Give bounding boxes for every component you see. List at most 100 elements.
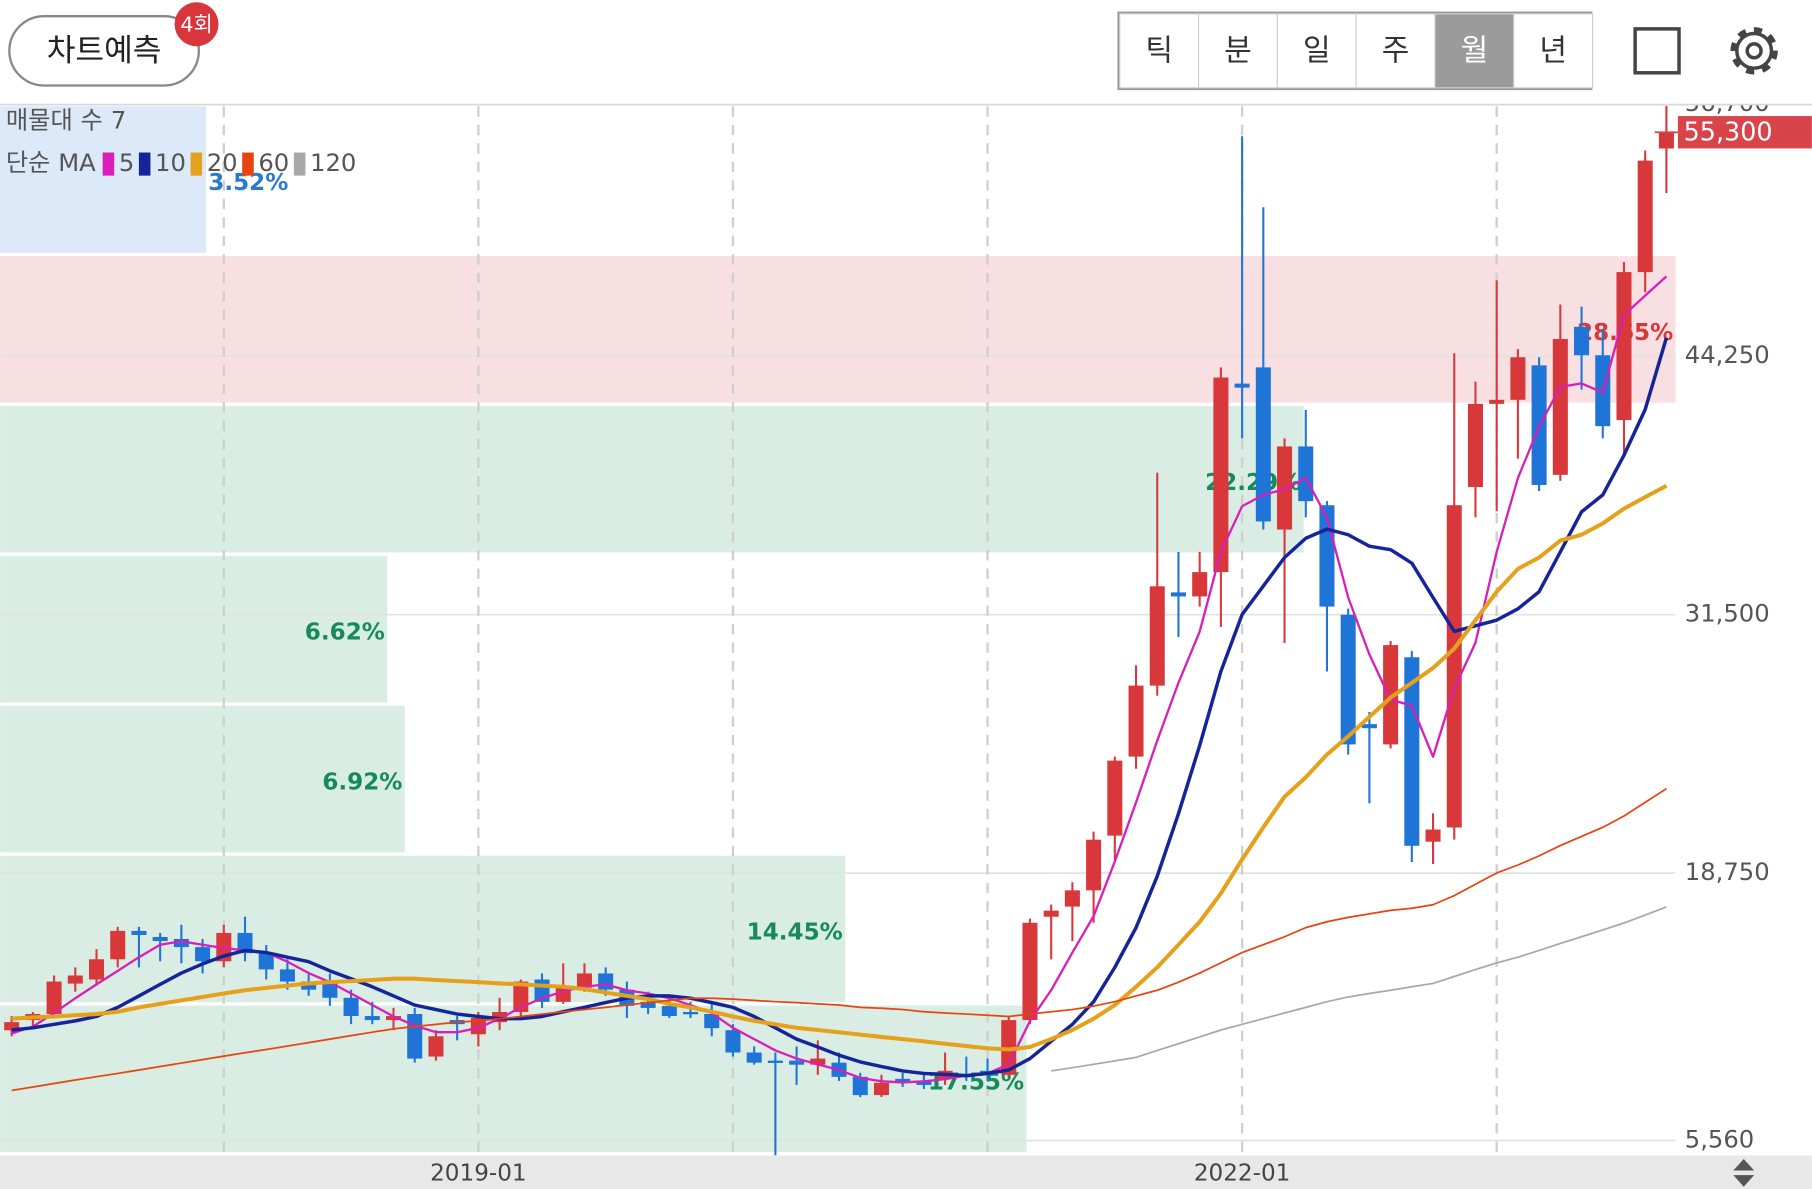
legend-label: 60	[258, 148, 289, 177]
profile-label: 14.45%	[747, 919, 843, 945]
candle	[1383, 641, 1399, 749]
candle-body	[704, 1014, 720, 1029]
legend-swatch	[293, 152, 306, 176]
candle-body	[916, 1080, 932, 1085]
period-button[interactable]: 분	[1197, 13, 1278, 89]
candle-body	[513, 981, 529, 1012]
legend-label: 20	[207, 148, 238, 177]
candle-body	[810, 1058, 826, 1065]
legend-swatch	[190, 152, 203, 176]
period-label[interactable]: 월	[1461, 33, 1489, 68]
profile-label: 6.62%	[305, 620, 385, 646]
candle	[1213, 367, 1229, 627]
profile-label: 6.92%	[322, 770, 402, 796]
candle	[173, 924, 189, 964]
period-cell[interactable]	[1119, 13, 1200, 89]
candle	[258, 945, 274, 980]
candle	[746, 1046, 762, 1065]
period-label[interactable]: 년	[1539, 33, 1567, 68]
candle-body	[598, 973, 614, 990]
candle	[1552, 304, 1568, 481]
predict-button-frame[interactable]	[8, 15, 200, 87]
period-label[interactable]: 주	[1382, 33, 1410, 68]
candle-body	[640, 1001, 656, 1008]
candle	[1192, 551, 1208, 607]
candle	[1340, 608, 1356, 755]
candle-body	[364, 1016, 380, 1021]
candle	[152, 932, 168, 962]
candle-body	[110, 930, 126, 960]
candle-body	[1107, 760, 1123, 836]
y-tick-label: 31,500	[1685, 599, 1770, 628]
candle	[386, 1007, 402, 1031]
candle-body	[1658, 132, 1674, 149]
profile-title: 매물대 수 7	[6, 105, 126, 134]
candle-body	[1086, 839, 1102, 891]
candle-body	[1149, 586, 1165, 686]
candle-body	[1361, 724, 1377, 729]
candle-body	[1170, 592, 1186, 597]
current-price-label: 55,300	[1684, 116, 1773, 146]
candle-body	[1001, 1020, 1017, 1075]
candle	[1467, 381, 1483, 518]
period-cell[interactable]	[1276, 13, 1357, 89]
period-button[interactable]: 일	[1276, 13, 1357, 89]
period-button[interactable]: 월	[1434, 13, 1515, 89]
profile-band	[0, 256, 1676, 403]
period-button[interactable]: 주	[1355, 13, 1436, 89]
candle	[1510, 349, 1526, 459]
candle-body	[46, 981, 62, 1015]
candle-body	[1552, 339, 1568, 475]
legend-swatch	[138, 152, 151, 176]
candle-body	[88, 959, 105, 980]
profile-count: 7	[111, 105, 126, 134]
candle-body	[173, 939, 189, 948]
candle	[895, 1072, 911, 1087]
predict-button-label[interactable]: 차트예측	[47, 33, 162, 69]
settings-button[interactable]	[1730, 27, 1778, 75]
candle-body	[1128, 685, 1144, 757]
candle	[322, 973, 338, 1006]
predict-button[interactable]: 차트예측 4회	[8, 2, 219, 87]
candle	[1107, 756, 1123, 860]
arrow-down[interactable]	[1733, 1175, 1755, 1187]
ma-line	[11, 337, 1669, 1078]
candle-body	[1489, 399, 1505, 404]
period-button[interactable]: 년	[1513, 13, 1594, 89]
candle-body	[195, 947, 211, 962]
layout-button[interactable]	[1633, 27, 1681, 75]
candle-body	[746, 1052, 762, 1063]
candle	[343, 989, 359, 1025]
candle-body	[725, 1030, 741, 1053]
candle-body	[407, 1014, 423, 1059]
arrow-up[interactable]	[1733, 1158, 1755, 1171]
period-button[interactable]: 틱	[1119, 13, 1200, 89]
candle	[725, 1024, 741, 1057]
candle	[407, 1007, 423, 1063]
candle-body	[428, 1036, 444, 1057]
period-label[interactable]: 일	[1303, 33, 1331, 68]
gear-hole[interactable]	[1745, 42, 1763, 60]
x-axis: 2019-01 2022-01	[430, 1160, 1290, 1186]
x-tick-label: 2022-01	[1194, 1160, 1291, 1186]
profile-band	[0, 705, 405, 853]
candle-body	[1043, 910, 1059, 917]
current-price-box	[1677, 116, 1812, 149]
candle-body	[1022, 922, 1038, 1021]
legend-swatch	[242, 152, 254, 176]
gear-teeth[interactable]	[1730, 27, 1778, 75]
candle-body	[1298, 446, 1314, 502]
period-cell[interactable]	[1513, 13, 1594, 89]
profile-band	[0, 406, 1304, 553]
period-label[interactable]: 분	[1224, 33, 1252, 68]
candle-body	[683, 1011, 699, 1015]
period-label[interactable]: 틱	[1145, 33, 1173, 68]
profile-band	[0, 555, 388, 703]
legend-swatch	[102, 152, 115, 176]
period-cell[interactable]	[1197, 13, 1278, 89]
gear-body[interactable]	[1735, 31, 1774, 70]
candle	[428, 1030, 444, 1061]
candle	[1128, 665, 1144, 769]
scroll-arrows[interactable]	[1733, 1158, 1755, 1187]
